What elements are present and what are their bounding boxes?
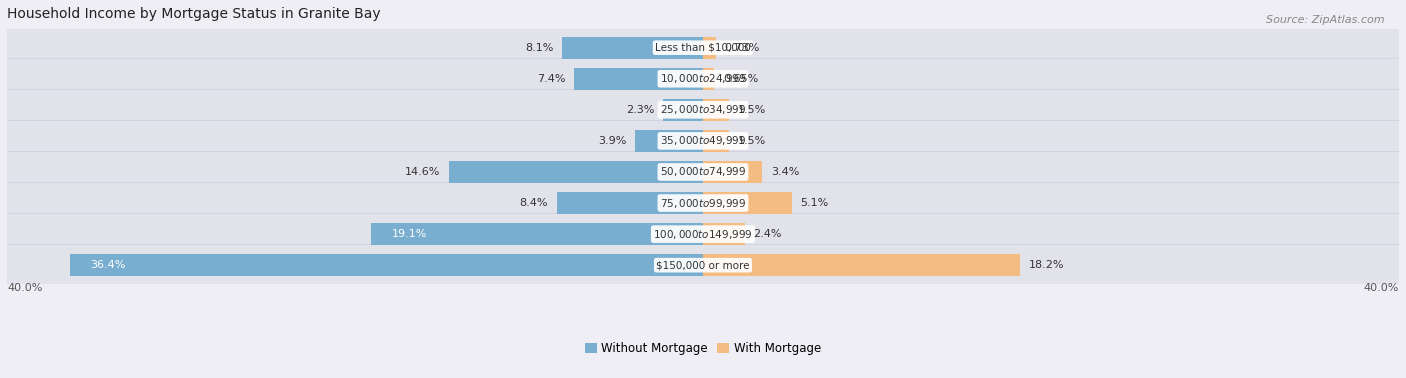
Text: 5.1%: 5.1% xyxy=(800,198,828,208)
Text: 2.4%: 2.4% xyxy=(754,229,782,239)
Text: $150,000 or more: $150,000 or more xyxy=(657,260,749,270)
Bar xyxy=(574,68,703,90)
Text: $75,000 to $99,999: $75,000 to $99,999 xyxy=(659,197,747,209)
FancyBboxPatch shape xyxy=(0,152,1406,192)
Bar xyxy=(703,130,730,152)
Text: 8.1%: 8.1% xyxy=(524,43,554,53)
FancyBboxPatch shape xyxy=(0,214,1406,255)
Text: 40.0%: 40.0% xyxy=(7,283,42,293)
Text: 2.3%: 2.3% xyxy=(626,105,654,115)
Text: 8.4%: 8.4% xyxy=(520,198,548,208)
Text: Household Income by Mortgage Status in Granite Bay: Household Income by Mortgage Status in G… xyxy=(7,7,381,21)
Text: $35,000 to $49,999: $35,000 to $49,999 xyxy=(659,135,747,147)
Text: 18.2%: 18.2% xyxy=(1028,260,1064,270)
Text: 3.9%: 3.9% xyxy=(598,136,627,146)
Text: 19.1%: 19.1% xyxy=(391,229,427,239)
Bar xyxy=(703,192,792,214)
Text: 1.5%: 1.5% xyxy=(738,105,766,115)
FancyBboxPatch shape xyxy=(0,183,1406,223)
Text: $25,000 to $34,999: $25,000 to $34,999 xyxy=(659,103,747,116)
Bar xyxy=(703,37,716,59)
Text: 14.6%: 14.6% xyxy=(405,167,440,177)
Bar xyxy=(703,99,730,121)
Bar xyxy=(69,254,703,276)
Text: 1.5%: 1.5% xyxy=(738,136,766,146)
Text: $50,000 to $74,999: $50,000 to $74,999 xyxy=(659,166,747,178)
Bar xyxy=(371,223,703,245)
FancyBboxPatch shape xyxy=(0,89,1406,130)
FancyBboxPatch shape xyxy=(0,245,1406,286)
Bar xyxy=(449,161,703,183)
Bar xyxy=(664,99,703,121)
Bar xyxy=(636,130,703,152)
FancyBboxPatch shape xyxy=(0,27,1406,68)
Text: 3.4%: 3.4% xyxy=(770,167,799,177)
Bar xyxy=(703,161,762,183)
Text: 0.65%: 0.65% xyxy=(723,74,758,84)
Bar xyxy=(562,37,703,59)
FancyBboxPatch shape xyxy=(0,121,1406,161)
Bar xyxy=(557,192,703,214)
Text: $100,000 to $149,999: $100,000 to $149,999 xyxy=(654,228,752,241)
Bar xyxy=(703,254,1019,276)
Bar xyxy=(703,68,714,90)
Text: Source: ZipAtlas.com: Source: ZipAtlas.com xyxy=(1267,15,1385,25)
Text: 0.73%: 0.73% xyxy=(724,43,759,53)
Legend: Without Mortgage, With Mortgage: Without Mortgage, With Mortgage xyxy=(581,337,825,359)
Text: 36.4%: 36.4% xyxy=(90,260,127,270)
FancyBboxPatch shape xyxy=(0,58,1406,99)
Bar xyxy=(703,223,745,245)
Text: 7.4%: 7.4% xyxy=(537,74,565,84)
Text: 40.0%: 40.0% xyxy=(1364,283,1399,293)
Text: $10,000 to $24,999: $10,000 to $24,999 xyxy=(659,72,747,85)
Text: Less than $10,000: Less than $10,000 xyxy=(655,43,751,53)
